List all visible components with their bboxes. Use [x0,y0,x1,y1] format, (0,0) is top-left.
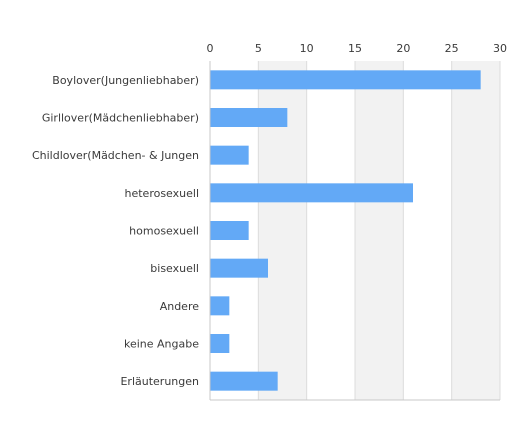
background-bands [258,61,500,400]
bar [210,183,413,203]
bar [210,108,288,127]
category-label: heterosexuell [125,187,200,200]
bar [210,221,249,240]
x-axis-tick-labels: 0 5 10 15 20 25 30 [207,42,508,55]
axis-lines [209,61,500,401]
bar [210,371,278,391]
x-tick-label: 20 [396,42,410,55]
x-tick-label: 25 [445,42,459,55]
x-tick-label: 30 [493,42,507,55]
category-label: Childlover(Mädchen- & Jungen [32,149,199,162]
bars [210,70,481,391]
category-label: keine Angabe [124,338,199,351]
bar [210,70,481,90]
category-label: homosexuell [129,225,199,238]
x-tick-label: 0 [207,42,214,55]
category-label: Boylover(Jungenliebhaber) [52,74,199,87]
category-label: Andere [160,300,200,313]
bar [210,145,249,165]
category-label: bisexuell [150,262,199,275]
bar [210,258,268,278]
background-band [451,61,500,400]
bar [210,296,230,316]
background-band [355,61,404,400]
category-label: Erläuterungen [120,375,199,388]
x-tick-label: 5 [255,42,262,55]
x-tick-label: 10 [300,42,314,55]
bar [210,334,230,353]
category-label: Girllover(Mädchenliebhaber) [42,112,199,125]
category-labels: Boylover(Jungenliebhaber) Girllover(Mädch… [32,74,199,388]
x-tick-label: 15 [348,42,362,55]
